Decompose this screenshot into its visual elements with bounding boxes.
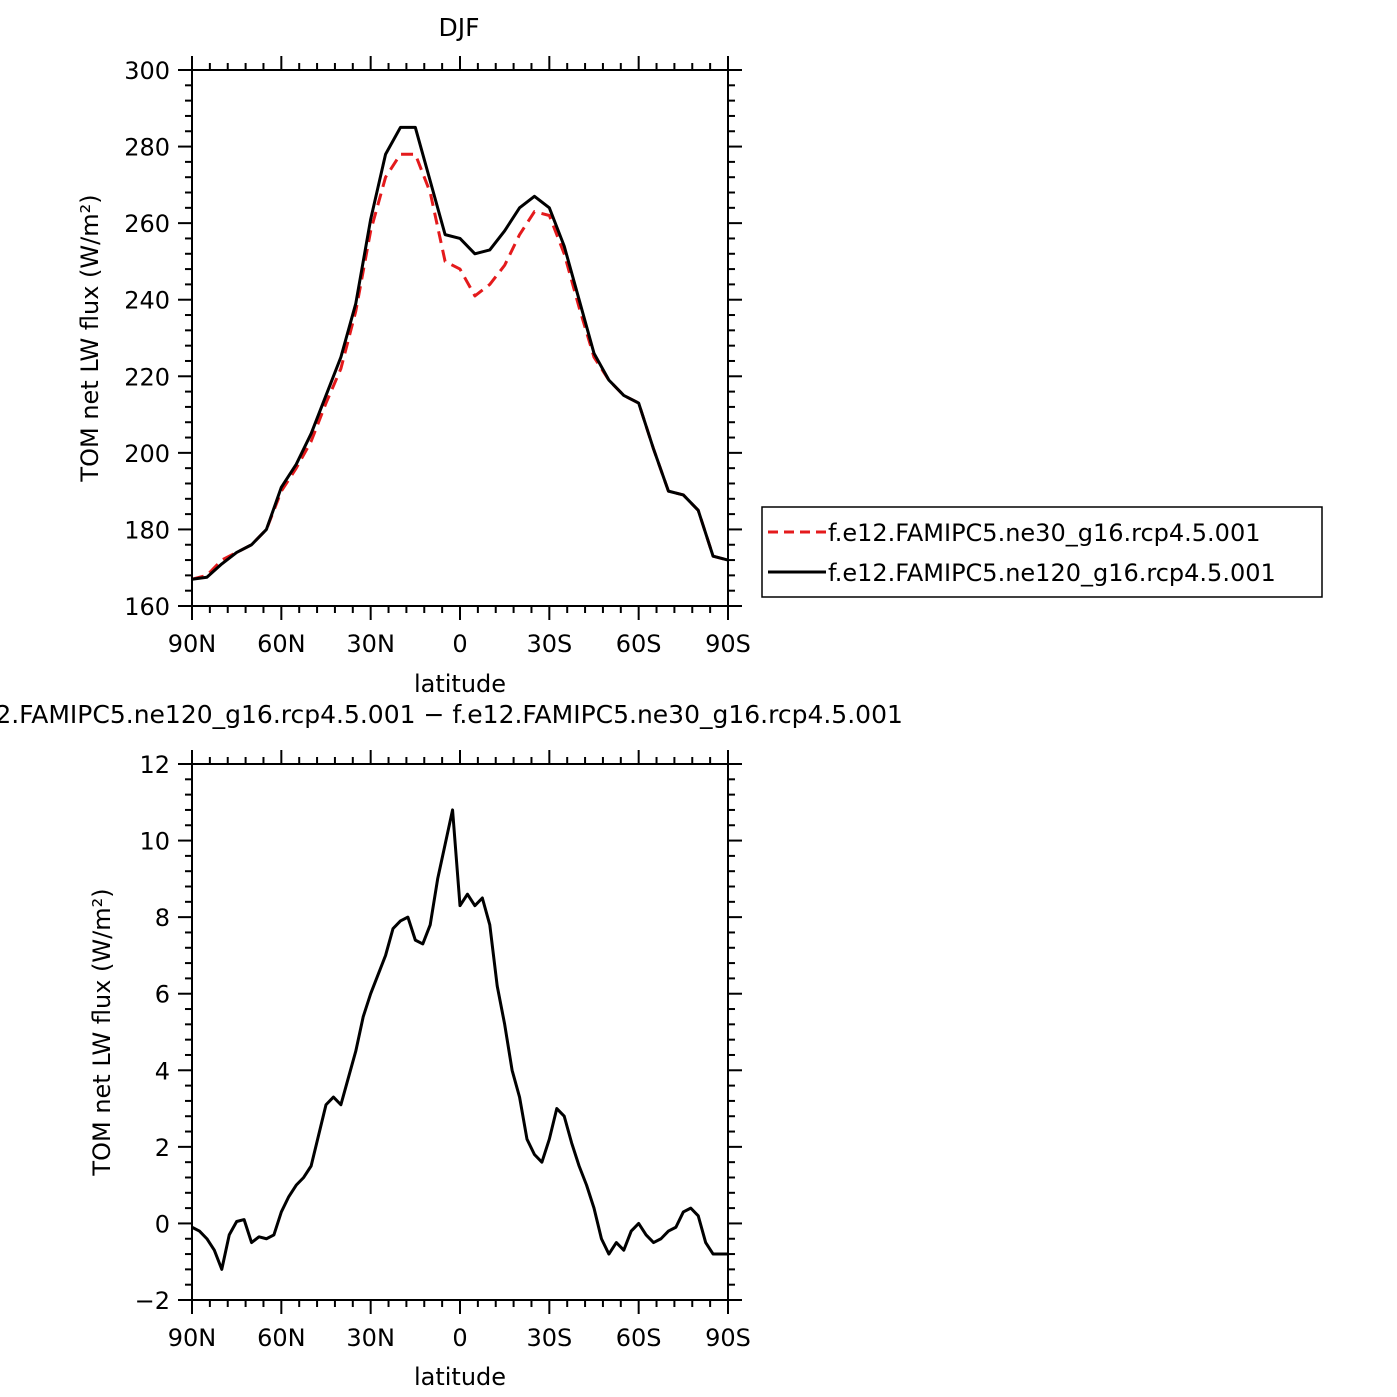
y-tick-label: 0	[155, 1210, 170, 1238]
x-tick-label: 30S	[526, 1324, 572, 1352]
x-tick-label: 90S	[705, 1324, 751, 1352]
p2-series-line-0	[191, 808, 728, 1271]
y-tick-label: 4	[155, 1057, 170, 1085]
bottom-chart: f.e12.FAMIPC5.ne120_g16.rcp4.5.001 − f.e…	[0, 700, 903, 1391]
top-chart-y-tick-labels: 160 180 200 220 240 260 280 300	[124, 57, 170, 621]
top-chart-x-tick-labels: 90N 60N 30N 0 30S 60S 90S	[168, 630, 751, 658]
bottom-chart-y-tick-labels: −2 0 2 4 6 8 10 12	[135, 751, 170, 1315]
x-tick-label: 60N	[257, 630, 306, 658]
bottom-chart-x-axis-label: latitude	[414, 1363, 506, 1391]
y-tick-label: 240	[124, 287, 170, 315]
bottom-chart-title: f.e12.FAMIPC5.ne120_g16.rcp4.5.001 − f.e…	[0, 700, 903, 729]
x-tick-label: 90S	[705, 630, 751, 658]
x-tick-label: 60S	[616, 1324, 662, 1352]
top-chart-y-axis-label: TOM net LW flux (W/m²)	[76, 194, 104, 482]
top-chart-title: DJF	[438, 13, 479, 42]
top-chart-x-axis-label: latitude	[414, 670, 506, 698]
x-tick-label: 60N	[257, 1324, 306, 1352]
x-tick-label: 0	[452, 1324, 467, 1352]
legend-box	[761, 506, 1323, 598]
y-tick-label: 220	[124, 363, 170, 391]
bottom-chart-x-tick-labels: 90N 60N 30N 0 30S 60S 90S	[168, 1324, 751, 1352]
x-tick-label: 30N	[346, 630, 395, 658]
y-tick-label: 180	[124, 516, 170, 544]
p1-series-line-0	[191, 152, 729, 581]
bottom-chart-series	[191, 808, 728, 1271]
y-tick-label: 8	[155, 904, 170, 932]
legend-label-ne120: f.e12.FAMIPC5.ne120_g16.rcp4.5.001	[828, 559, 1276, 587]
x-tick-label: 60S	[616, 630, 662, 658]
top-chart-frame	[191, 69, 729, 607]
y-tick-label: 280	[124, 134, 170, 162]
y-tick-label: 200	[124, 440, 170, 468]
p1-series-line-1	[191, 125, 729, 581]
legend-label-ne30: f.e12.FAMIPC5.ne30_g16.rcp4.5.001	[828, 519, 1261, 547]
x-tick-label: 0	[452, 630, 467, 658]
bottom-chart-ticks	[178, 750, 742, 1314]
x-tick-label: 90N	[168, 630, 217, 658]
top-chart-series	[191, 125, 729, 581]
x-tick-label: 30S	[526, 630, 572, 658]
top-chart-legend: f.e12.FAMIPC5.ne30_g16.rcp4.5.001 f.e12.…	[761, 506, 1323, 598]
y-tick-label: 12	[139, 751, 170, 779]
x-tick-label: 90N	[168, 1324, 217, 1352]
y-tick-label: 300	[124, 57, 170, 85]
y-tick-label: −2	[135, 1287, 170, 1315]
y-tick-label: 10	[139, 828, 170, 856]
bottom-chart-frame	[191, 763, 729, 1301]
y-tick-label: 2	[155, 1134, 170, 1162]
bottom-chart-y-axis-label: TOM net LW flux (W/m²)	[88, 888, 116, 1176]
y-tick-label: 6	[155, 981, 170, 1009]
y-tick-label: 260	[124, 210, 170, 238]
x-tick-label: 30N	[346, 1324, 395, 1352]
y-tick-label: 160	[124, 593, 170, 621]
top-chart: DJF 160 180 200 220 240 260 280 300 90N 60N 30N 0 3…	[76, 13, 1323, 698]
top-chart-ticks	[178, 56, 742, 620]
